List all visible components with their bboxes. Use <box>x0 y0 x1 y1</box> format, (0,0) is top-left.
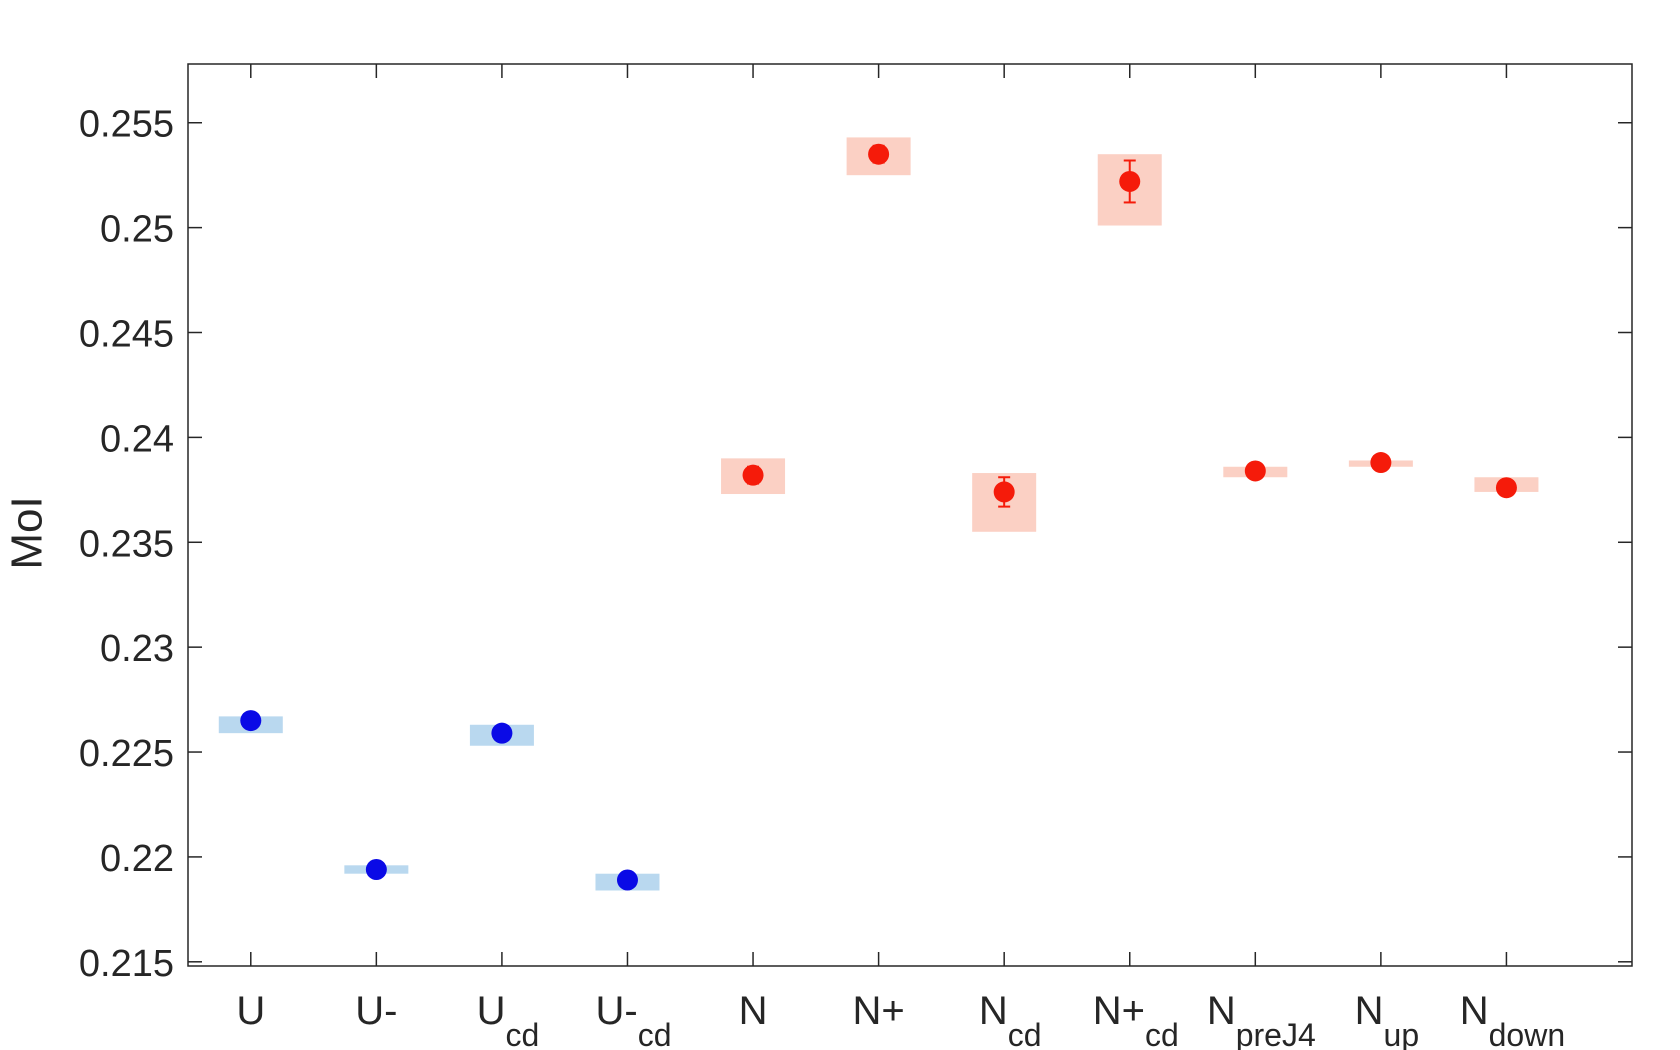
y-tick-label: 0.22 <box>100 838 174 880</box>
x-tick-label: NpreJ4 <box>1207 989 1316 1050</box>
data-point <box>1244 460 1266 482</box>
x-tick-label: N+cd <box>1093 989 1179 1050</box>
x-tick-label: Nup <box>1355 989 1419 1050</box>
data-markers <box>240 143 1517 891</box>
data-point <box>240 710 262 732</box>
data-point <box>1370 452 1392 474</box>
y-axis: 0.215 0.22 0.225 0.23 0.235 0.24 0.245 0.25 0.25… <box>79 104 1632 985</box>
y-tick-label: 0.255 <box>79 104 174 146</box>
data-point <box>1119 170 1141 192</box>
y-axis-label: MoI <box>3 496 52 569</box>
x-tick-label: Ucd <box>477 989 540 1050</box>
data-point <box>491 722 513 744</box>
data-point <box>742 464 764 486</box>
data-point <box>993 481 1015 503</box>
x-tick-label: U- <box>355 989 397 1033</box>
data-point <box>616 869 638 891</box>
data-point <box>868 143 890 165</box>
x-tick-label: U <box>236 989 265 1033</box>
y-tick-label: 0.225 <box>79 733 174 775</box>
x-axis: U U- Ucd U-cd N N+ Ncd N+cd NpreJ4 Nup Ndown <box>236 64 1565 1050</box>
x-tick-label: N+ <box>852 989 904 1033</box>
y-tick-label: 0.24 <box>100 418 174 460</box>
data-point <box>365 859 387 881</box>
x-tick-label: Ndown <box>1460 989 1565 1050</box>
x-tick-label: N <box>739 989 768 1033</box>
y-tick-label: 0.23 <box>100 628 174 670</box>
data-point <box>1495 477 1517 499</box>
y-tick-label: 0.245 <box>79 314 174 356</box>
y-tick-label: 0.215 <box>79 943 174 985</box>
y-tick-label: 0.235 <box>79 523 174 565</box>
plot-area <box>187 63 1633 967</box>
x-tick-label: Ncd <box>979 989 1042 1050</box>
y-tick-label: 0.25 <box>100 209 174 251</box>
x-tick-label: U-cd <box>595 989 671 1050</box>
